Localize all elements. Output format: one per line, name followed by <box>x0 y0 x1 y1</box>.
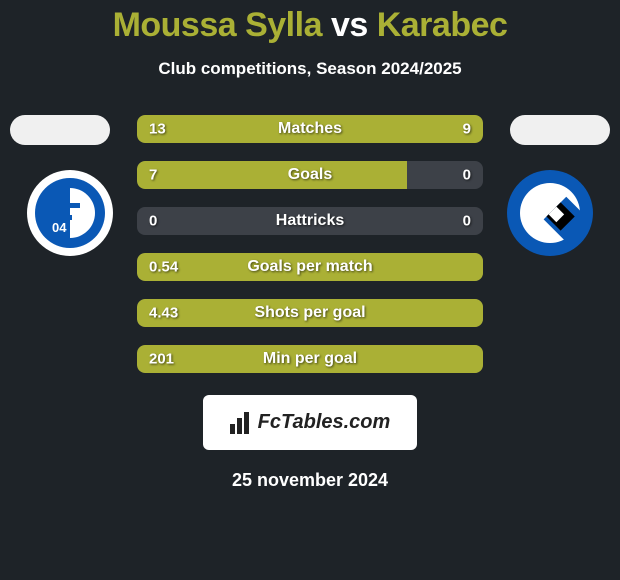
stat-label: Shots per goal <box>254 304 365 322</box>
comparison-content: 04 13 9 Matches 7 0 Goals 0 0 Hattricks 0.54 Goals… <box>0 115 620 373</box>
subtitle: Club competitions, Season 2024/2025 <box>0 59 620 79</box>
stat-value-right: 9 <box>463 121 471 138</box>
stat-value-left: 0 <box>149 213 157 230</box>
stat-row: 13 9 Matches <box>137 115 483 143</box>
stat-label: Goals <box>288 166 332 184</box>
player2-photo <box>510 115 610 145</box>
stat-row: 0.54 Goals per match <box>137 253 483 281</box>
branding-chart-icon <box>230 412 254 434</box>
stat-label: Goals per match <box>247 258 372 276</box>
stat-value-left: 0.54 <box>149 259 178 276</box>
stat-value-right: 0 <box>463 167 471 184</box>
stat-label: Min per goal <box>263 350 357 368</box>
stat-bars: 13 9 Matches 7 0 Goals 0 0 Hattricks 0.54 Goals pe… <box>137 115 483 373</box>
stat-value-left: 7 <box>149 167 157 184</box>
stat-value-left: 201 <box>149 351 174 368</box>
stat-value-left: 13 <box>149 121 166 138</box>
stat-row: 7 0 Goals <box>137 161 483 189</box>
stat-value-left: 4.43 <box>149 305 178 322</box>
stat-value-right: 0 <box>463 213 471 230</box>
date-text: 25 november 2024 <box>0 470 620 491</box>
stat-row: 201 Min per goal <box>137 345 483 373</box>
stat-label: Hattricks <box>276 212 344 230</box>
stat-fill-left <box>137 161 407 189</box>
comparison-title: Moussa Sylla vs Karabec <box>0 0 620 45</box>
club-badge-right <box>500 170 600 256</box>
svg-text:04: 04 <box>52 220 67 235</box>
vs-text: vs <box>331 6 368 44</box>
stat-row: 0 0 Hattricks <box>137 207 483 235</box>
club-badge-left: 04 <box>20 170 120 256</box>
branding-badge: FcTables.com <box>203 395 417 450</box>
player1-name: Moussa Sylla <box>113 6 322 44</box>
player1-photo <box>10 115 110 145</box>
stat-row: 4.43 Shots per goal <box>137 299 483 327</box>
branding-text: FcTables.com <box>258 411 391 434</box>
player2-name: Karabec <box>377 6 508 44</box>
stat-label: Matches <box>278 120 342 138</box>
